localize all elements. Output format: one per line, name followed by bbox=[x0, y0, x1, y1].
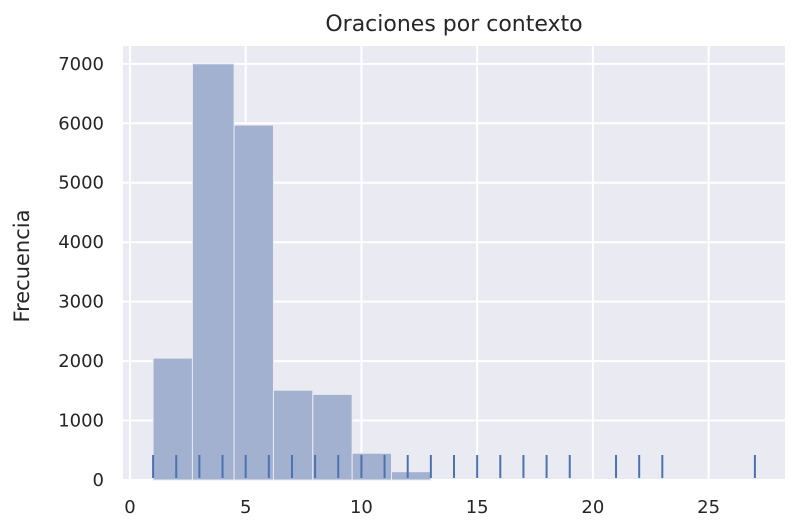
bars-layer bbox=[152, 63, 432, 481]
y-tick-labels: 0 1000 2000 3000 4000 5000 6000 7000 bbox=[58, 54, 104, 491]
histogram-bar bbox=[391, 471, 432, 481]
y-tick-label: 7000 bbox=[58, 54, 104, 75]
x-tick-labels: 0 5 10 15 20 25 bbox=[124, 497, 720, 518]
chart-title: Oraciones por contexto bbox=[325, 12, 582, 37]
y-tick-label: 6000 bbox=[58, 113, 104, 134]
y-tick-label: 4000 bbox=[58, 232, 104, 253]
y-tick-label: 2000 bbox=[58, 351, 104, 372]
y-tick-label: 1000 bbox=[58, 411, 104, 432]
x-tick-label: 15 bbox=[466, 497, 489, 518]
histogram-bar bbox=[233, 124, 274, 481]
x-tick-label: 25 bbox=[697, 497, 720, 518]
histogram-bar bbox=[272, 389, 314, 481]
histogram-bar bbox=[351, 452, 393, 481]
y-tick-label: 3000 bbox=[58, 292, 104, 313]
x-tick-label: 5 bbox=[240, 497, 251, 518]
x-tick-label: 10 bbox=[350, 497, 373, 518]
histogram-bar bbox=[152, 357, 193, 481]
histogram-bar bbox=[191, 63, 235, 481]
y-tick-label: 0 bbox=[93, 470, 104, 491]
rug-layer bbox=[152, 455, 756, 478]
x-tick-label: 0 bbox=[124, 497, 135, 518]
y-axis-label: Frecuencia bbox=[10, 210, 34, 323]
histogram-bar bbox=[312, 393, 353, 481]
y-tick-label: 5000 bbox=[58, 173, 104, 194]
x-tick-label: 20 bbox=[581, 497, 604, 518]
